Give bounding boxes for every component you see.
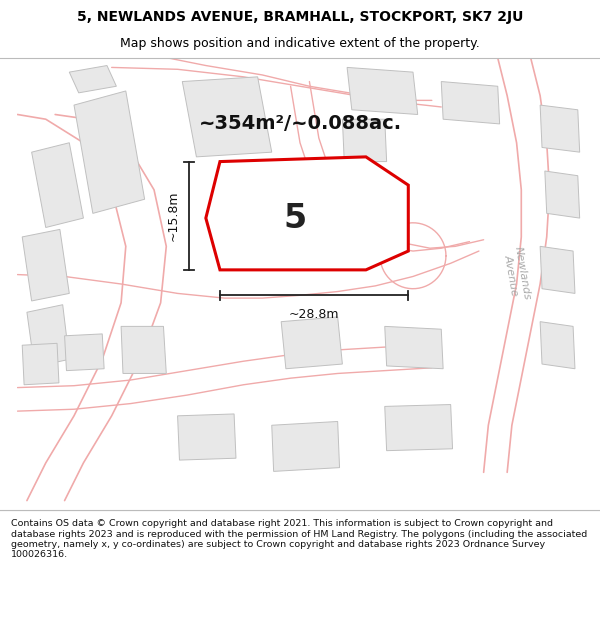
Polygon shape bbox=[27, 305, 69, 367]
Polygon shape bbox=[385, 404, 452, 451]
Text: ~354m²/~0.088ac.: ~354m²/~0.088ac. bbox=[199, 114, 401, 133]
Polygon shape bbox=[182, 77, 272, 157]
Text: ~28.8m: ~28.8m bbox=[289, 309, 340, 321]
Text: Newlands
Avenue: Newlands Avenue bbox=[501, 246, 532, 303]
Polygon shape bbox=[343, 119, 386, 162]
Polygon shape bbox=[22, 343, 59, 385]
Text: 5: 5 bbox=[284, 202, 307, 234]
Polygon shape bbox=[540, 246, 575, 293]
Text: Map shows position and indicative extent of the property.: Map shows position and indicative extent… bbox=[120, 37, 480, 50]
Polygon shape bbox=[215, 182, 257, 231]
Polygon shape bbox=[234, 185, 298, 261]
Text: ~15.8m: ~15.8m bbox=[166, 191, 179, 241]
Polygon shape bbox=[281, 317, 343, 369]
Text: Contains OS data © Crown copyright and database right 2021. This information is : Contains OS data © Crown copyright and d… bbox=[11, 519, 587, 559]
Polygon shape bbox=[540, 105, 580, 152]
Text: 5, NEWLANDS AVENUE, BRAMHALL, STOCKPORT, SK7 2JU: 5, NEWLANDS AVENUE, BRAMHALL, STOCKPORT,… bbox=[77, 11, 523, 24]
Polygon shape bbox=[178, 414, 236, 460]
Polygon shape bbox=[65, 334, 104, 371]
Polygon shape bbox=[206, 157, 408, 270]
Polygon shape bbox=[545, 171, 580, 218]
Polygon shape bbox=[441, 81, 500, 124]
Polygon shape bbox=[74, 91, 145, 213]
Polygon shape bbox=[272, 421, 340, 471]
Polygon shape bbox=[22, 229, 69, 301]
Polygon shape bbox=[347, 68, 418, 114]
Polygon shape bbox=[32, 142, 83, 228]
Polygon shape bbox=[540, 322, 575, 369]
Polygon shape bbox=[121, 326, 166, 374]
Polygon shape bbox=[385, 326, 443, 369]
Polygon shape bbox=[69, 66, 116, 93]
